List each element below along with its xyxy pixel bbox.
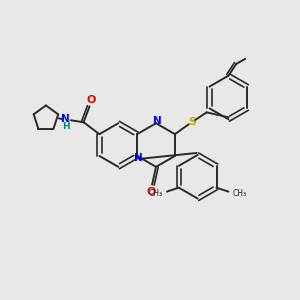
Text: CH₃: CH₃	[149, 189, 163, 198]
Text: N: N	[61, 114, 70, 124]
Text: H: H	[62, 122, 70, 131]
Text: O: O	[87, 95, 96, 106]
Text: CH₃: CH₃	[232, 189, 247, 198]
Text: N: N	[134, 153, 142, 163]
Text: O: O	[146, 187, 156, 196]
Text: S: S	[188, 117, 196, 127]
Text: N: N	[153, 116, 161, 126]
